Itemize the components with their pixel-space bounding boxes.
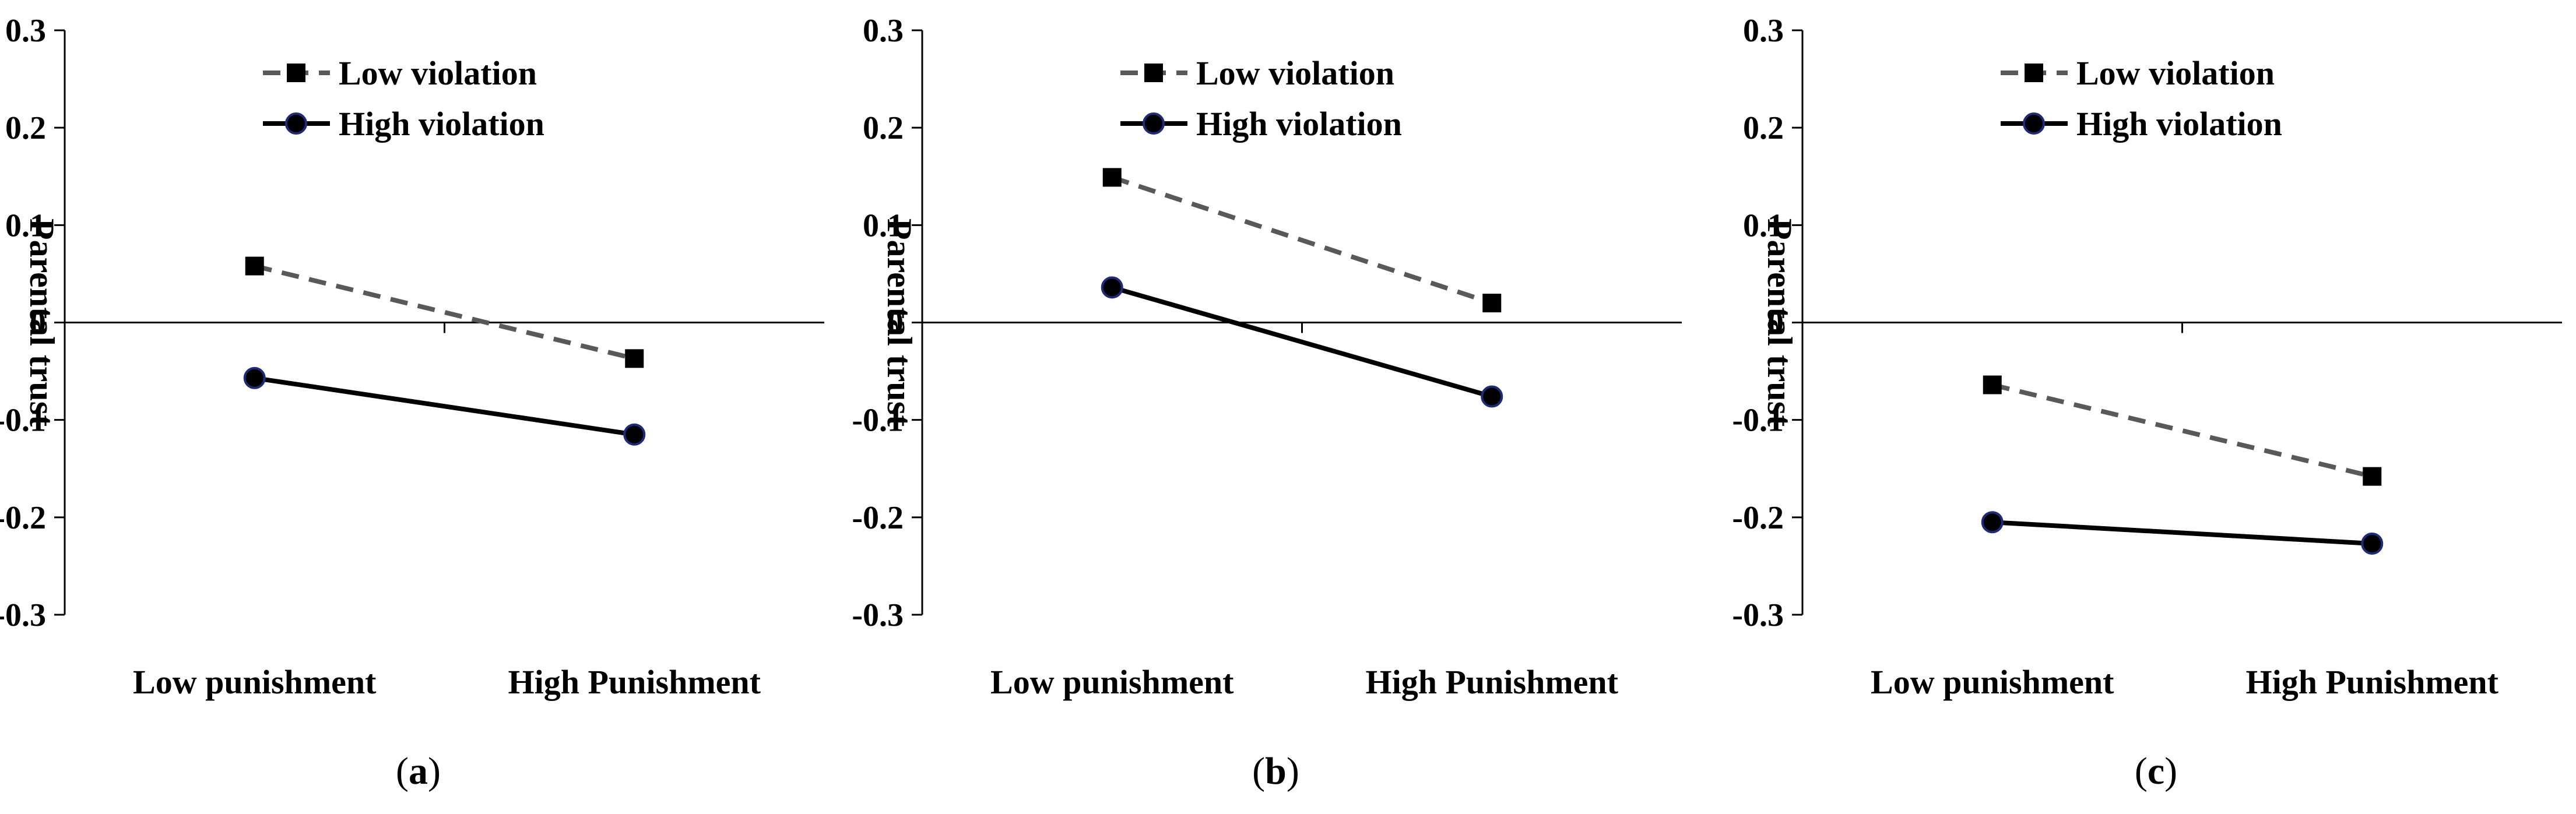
panel-label: (b) xyxy=(1252,750,1299,792)
low-violation-point xyxy=(1102,168,1122,187)
low-violation-point xyxy=(1983,375,2002,394)
low-violation-line xyxy=(1111,175,1493,305)
x-category-label: Low punishment xyxy=(990,663,1234,701)
legend-high-violation-label: High violation xyxy=(339,105,544,143)
legend-low-violation-label: Low violation xyxy=(339,54,537,92)
low-violation-point xyxy=(2363,467,2382,486)
high-violation-point xyxy=(2361,532,2384,555)
legend-high-violation-marker xyxy=(1143,112,1165,135)
high-violation-line xyxy=(1111,285,1493,399)
y-tick-label: -0.1 xyxy=(852,403,904,439)
y-tick-label: 0.3 xyxy=(863,13,904,49)
high-violation-line xyxy=(254,375,635,437)
y-tick-label: 0 xyxy=(1767,305,1784,341)
legend-low-violation-label: Low violation xyxy=(2076,54,2275,92)
x-category-label: High Punishment xyxy=(508,663,761,701)
panel-label: (c) xyxy=(2135,750,2177,792)
legend-low-violation-marker xyxy=(287,64,305,82)
low-violation-point xyxy=(1482,294,1502,313)
y-tick-label: -0.2 xyxy=(0,500,46,536)
legend-low-violation-marker xyxy=(2025,64,2043,82)
y-tick-label: -0.2 xyxy=(852,500,904,536)
legend-low-violation-label: Low violation xyxy=(1196,54,1394,92)
y-tick-label: 0.1 xyxy=(5,207,46,244)
y-tick-label: 0.2 xyxy=(863,110,904,146)
low-violation-line xyxy=(1991,382,2373,479)
legend-low-violation-marker xyxy=(1144,64,1163,82)
y-tick-label: 0 xyxy=(887,305,904,341)
panel-c: 0.3 0.2 0.1 0 -0.1 -0.2 -0.3 Parental trust Low … xyxy=(1732,13,2562,792)
low-violation-point xyxy=(245,256,264,276)
y-tick-label: 0.3 xyxy=(1743,13,1784,49)
panel-b: 0.3 0.2 0.1 0 -0.1 -0.2 -0.3 Parental trust Low … xyxy=(852,13,1682,792)
y-tick-label: 0.1 xyxy=(1743,207,1784,244)
high-violation-point xyxy=(1481,385,1503,408)
high-violation-point xyxy=(1981,511,2004,534)
legend-high-violation-marker xyxy=(2023,112,2045,135)
x-category-label: High Punishment xyxy=(2246,663,2499,701)
y-tick-label: 0 xyxy=(30,305,46,341)
y-tick-label: -0.2 xyxy=(1732,500,1784,536)
y-axis-label: Parental trust xyxy=(23,219,61,427)
y-tick-label: -0.1 xyxy=(1732,403,1784,439)
y-tick-label: -0.3 xyxy=(0,597,46,633)
panel-a: 0.3 0.2 0.1 0 -0.1 -0.2 -0.3 Parental trust Low … xyxy=(0,13,824,792)
panel-label: (a) xyxy=(396,750,441,792)
legend-high-violation-marker xyxy=(285,112,307,135)
high-violation-point xyxy=(243,367,266,389)
y-tick-label: 0.1 xyxy=(863,207,904,244)
y-tick-label: 0.2 xyxy=(5,110,46,146)
high-violation-point xyxy=(623,423,646,446)
legend-high-violation-label: High violation xyxy=(2076,105,2282,143)
x-category-label: Low punishment xyxy=(133,663,377,701)
y-tick-label: -0.1 xyxy=(0,403,46,439)
high-violation-point xyxy=(1101,276,1123,299)
high-violation-line xyxy=(1992,520,2373,546)
y-tick-label: 0.2 xyxy=(1743,110,1784,146)
low-violation-point xyxy=(625,349,644,368)
legend: Low violation High violation xyxy=(2001,54,2282,143)
y-axis-label: Parental trust xyxy=(1760,219,1799,427)
y-tick-label: 0.3 xyxy=(5,13,46,49)
low-violation-line xyxy=(254,263,635,361)
x-category-label: High Punishment xyxy=(1366,663,1619,701)
legend: Low violation High violation xyxy=(263,54,544,143)
y-axis-label: Parental trust xyxy=(880,219,919,427)
x-category-label: Low punishment xyxy=(1871,663,2114,701)
legend-high-violation-label: High violation xyxy=(1196,105,1402,143)
y-tick-label: -0.3 xyxy=(852,597,904,633)
legend: Low violation High violation xyxy=(1120,54,1402,143)
y-tick-label: -0.3 xyxy=(1732,597,1784,633)
